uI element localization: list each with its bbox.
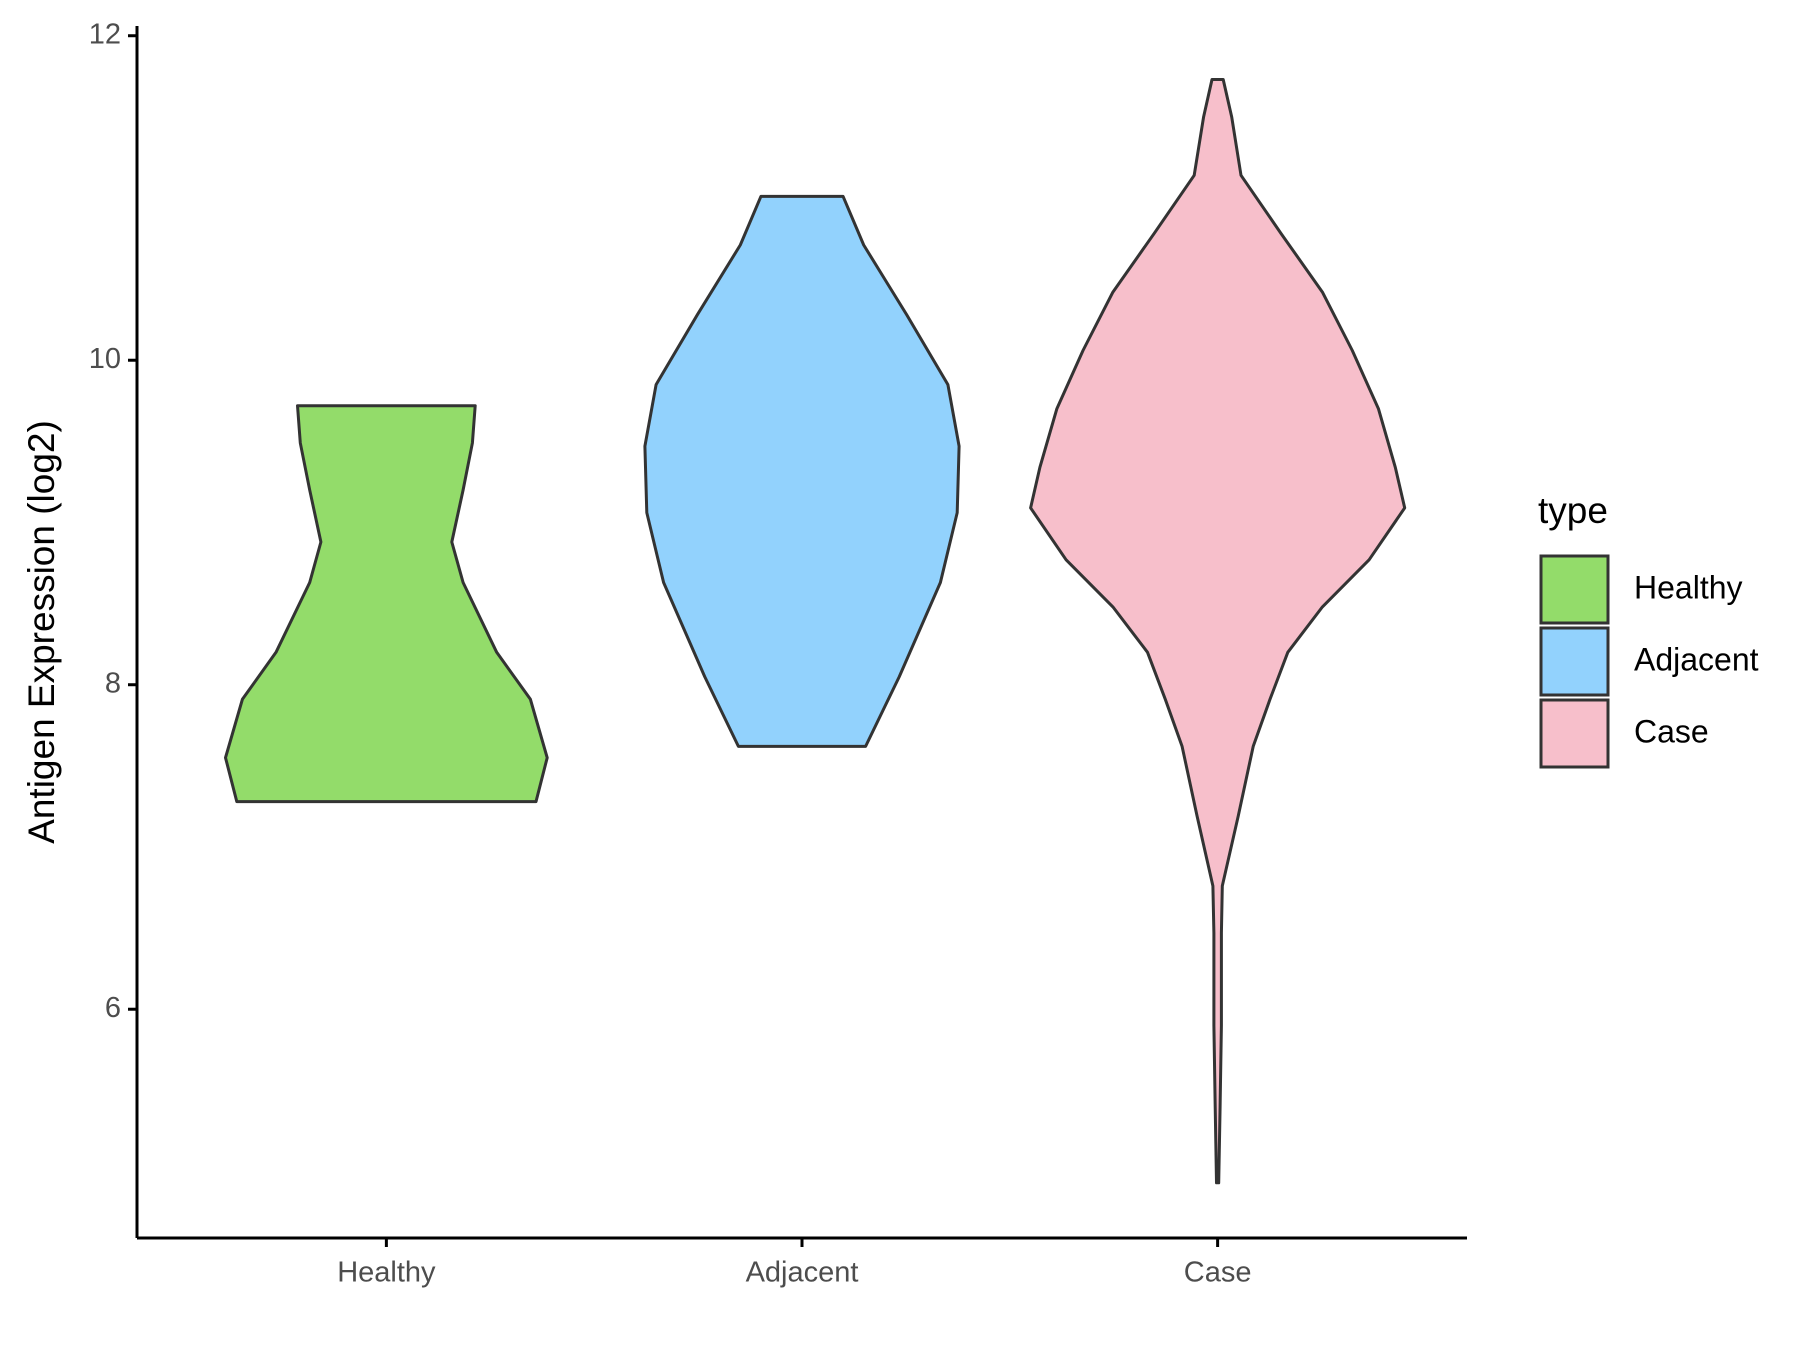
- legend-key: [1539, 554, 1610, 625]
- x-tick-label: Adjacent: [746, 1257, 859, 1289]
- y-tick-label: 8: [105, 667, 121, 699]
- x-tick-label: Healthy: [337, 1257, 436, 1289]
- y-tick-label: 12: [89, 18, 121, 50]
- x-tick-label: Case: [1184, 1257, 1252, 1289]
- violin: [1029, 78, 1407, 1185]
- legend-label: Case: [1634, 713, 1709, 749]
- legend-label: Adjacent: [1634, 641, 1759, 677]
- y-axis-title: Antigen Expression (log2): [21, 420, 62, 844]
- legend-label: Healthy: [1634, 569, 1743, 605]
- violin: [643, 194, 961, 748]
- violin: [224, 404, 549, 804]
- y-tick-label: 6: [105, 992, 121, 1024]
- legend-title: type: [1538, 490, 1608, 531]
- y-tick-label: 10: [89, 343, 121, 375]
- legend-key: [1539, 698, 1610, 769]
- legend-key: [1539, 626, 1610, 697]
